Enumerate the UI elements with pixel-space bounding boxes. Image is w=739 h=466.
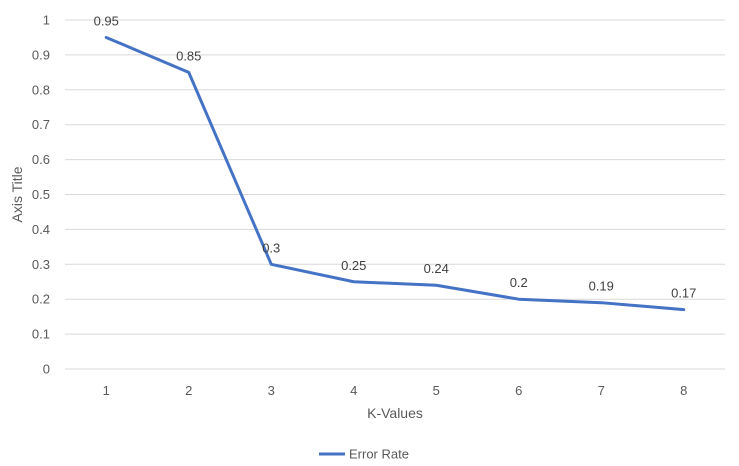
x-tick-label: 1 <box>103 383 110 398</box>
x-tick-label: 6 <box>515 383 522 398</box>
y-tick-label: 0.2 <box>32 292 50 307</box>
y-tick-label: 0.6 <box>32 152 50 167</box>
y-axis-ticks: 0 0.1 0.2 0.3 0.4 0.5 0.6 0.7 0.8 0.9 1 <box>32 13 50 377</box>
series-layer <box>104 35 686 312</box>
y-tick-label: 1 <box>43 13 50 28</box>
x-axis-title: K-Values <box>367 405 423 421</box>
data-labels: 0.95 0.85 0.3 0.25 0.24 0.2 0.19 0.17 <box>94 13 697 300</box>
data-label: 0.17 <box>671 286 696 301</box>
data-point <box>517 297 521 301</box>
data-point <box>682 308 686 312</box>
data-label: 0.3 <box>262 240 280 255</box>
y-tick-label: 0.5 <box>32 187 50 202</box>
data-label: 0.25 <box>341 258 366 273</box>
data-point <box>269 262 273 266</box>
x-tick-label: 4 <box>350 383 357 398</box>
x-tick-label: 3 <box>268 383 275 398</box>
x-axis-ticks: 1 2 3 4 5 6 7 8 <box>103 383 688 398</box>
data-label: 0.24 <box>424 261 449 276</box>
y-tick-label: 0.3 <box>32 257 50 272</box>
legend-label-error-rate: Error Rate <box>349 447 409 462</box>
gridlines <box>65 19 725 370</box>
x-tick-label: 7 <box>598 383 605 398</box>
x-tick-label: 2 <box>185 383 192 398</box>
y-tick-label: 0.9 <box>32 47 50 62</box>
y-axis-title: Axis Title <box>9 166 25 222</box>
data-label: 0.95 <box>94 13 119 28</box>
y-tick-label: 0.7 <box>32 117 50 132</box>
x-tick-label: 5 <box>433 383 440 398</box>
data-label: 0.19 <box>589 279 614 294</box>
x-tick-label: 8 <box>680 383 687 398</box>
data-point <box>352 280 356 284</box>
data-point <box>104 35 108 39</box>
y-tick-label: 0.8 <box>32 82 50 97</box>
data-point <box>599 301 603 305</box>
data-point <box>434 283 438 287</box>
series-line-error-rate <box>104 35 686 312</box>
y-tick-label: 0.1 <box>32 327 50 342</box>
legend: Error Rate <box>319 447 409 462</box>
data-point <box>187 70 191 74</box>
y-tick-label: 0.4 <box>32 222 50 237</box>
y-tick-label: 0 <box>43 362 50 377</box>
data-label: 0.2 <box>510 275 528 290</box>
data-label: 0.85 <box>176 48 201 63</box>
